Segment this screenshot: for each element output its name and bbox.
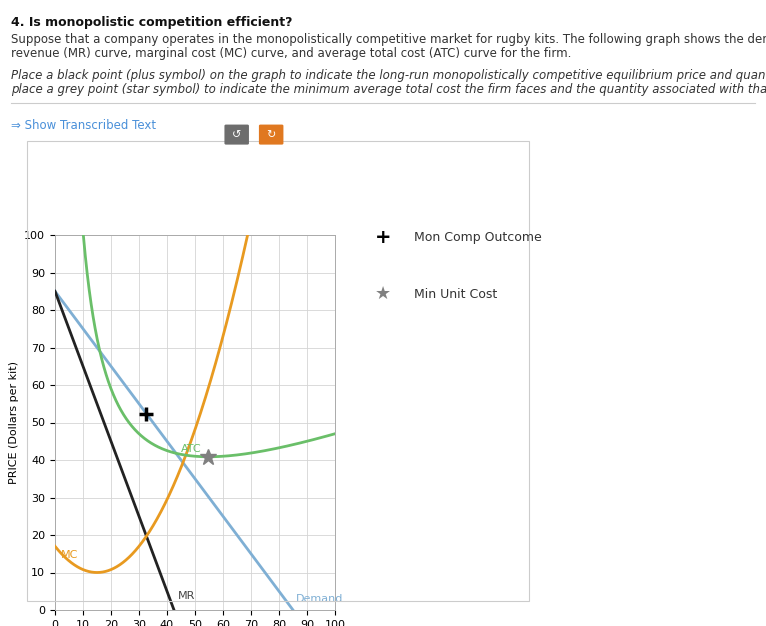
Text: ATC: ATC	[181, 444, 201, 454]
Text: ↺: ↺	[232, 130, 241, 140]
Text: 4. Is monopolistic competition efficient?: 4. Is monopolistic competition efficient…	[11, 16, 293, 29]
Text: ★: ★	[375, 285, 391, 303]
Text: revenue (MR) curve, marginal cost (MC) curve, and average total cost (ATC) curve: revenue (MR) curve, marginal cost (MC) c…	[11, 47, 572, 60]
Text: ⇒ Show Transcribed Text: ⇒ Show Transcribed Text	[11, 119, 156, 132]
Text: +: +	[375, 228, 391, 247]
Text: MC: MC	[61, 550, 78, 560]
Text: Suppose that a company operates in the monopolistically competitive market for r: Suppose that a company operates in the m…	[11, 33, 766, 46]
Text: MR: MR	[178, 591, 195, 601]
Text: Min Unit Cost: Min Unit Cost	[414, 288, 497, 300]
Text: place a grey point (star symbol) to indicate the minimum average total cost the : place a grey point (star symbol) to indi…	[11, 83, 766, 96]
Text: Place a black point (plus symbol) on the graph to indicate the long-run monopoli: Place a black point (plus symbol) on the…	[11, 69, 766, 82]
Y-axis label: PRICE (Dollars per kit): PRICE (Dollars per kit)	[8, 361, 18, 484]
Text: Demand: Demand	[296, 595, 343, 605]
Text: ↻: ↻	[267, 130, 276, 140]
Text: Mon Comp Outcome: Mon Comp Outcome	[414, 232, 542, 244]
